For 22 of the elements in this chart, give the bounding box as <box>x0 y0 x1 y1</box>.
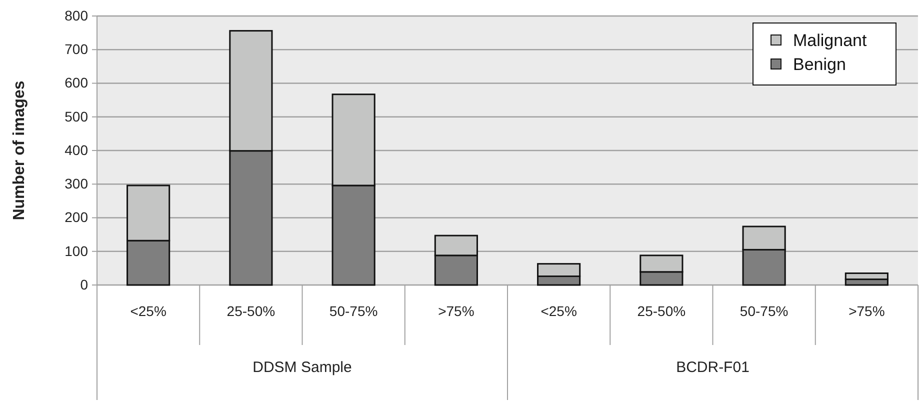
text: DDSM Sample <box>252 359 352 376</box>
x-tick-label: >75% <box>438 303 474 319</box>
y-tick-label: 800 <box>64 7 88 24</box>
legend-label: Malignant <box>793 31 867 50</box>
y-tick-label: 400 <box>64 142 88 158</box>
x-tick-label: 25-50% <box>226 303 276 319</box>
y-tick-label: 500 <box>64 108 88 124</box>
x-tick-label: >75% <box>848 303 885 319</box>
x-tick-label: 50-75% <box>740 303 788 319</box>
y-axis-title: Number of images <box>11 80 28 220</box>
x-tick-label: <25% <box>130 303 166 319</box>
y-tick-label: 200 <box>64 209 88 226</box>
x-tick-label: 50-75% <box>329 303 378 319</box>
x-tick-label: <25% <box>540 303 577 319</box>
y-tick-label: 300 <box>64 176 88 192</box>
legend-label: Benign <box>793 55 846 74</box>
x-tick-label: 25-50% <box>637 303 686 319</box>
y-tick-label: 700 <box>64 41 88 58</box>
y-tick-label: 0 <box>80 276 88 292</box>
text: BCDR-F01 <box>676 359 750 376</box>
y-tick-label: 600 <box>64 74 88 91</box>
y-tick-label: 100 <box>64 242 88 259</box>
